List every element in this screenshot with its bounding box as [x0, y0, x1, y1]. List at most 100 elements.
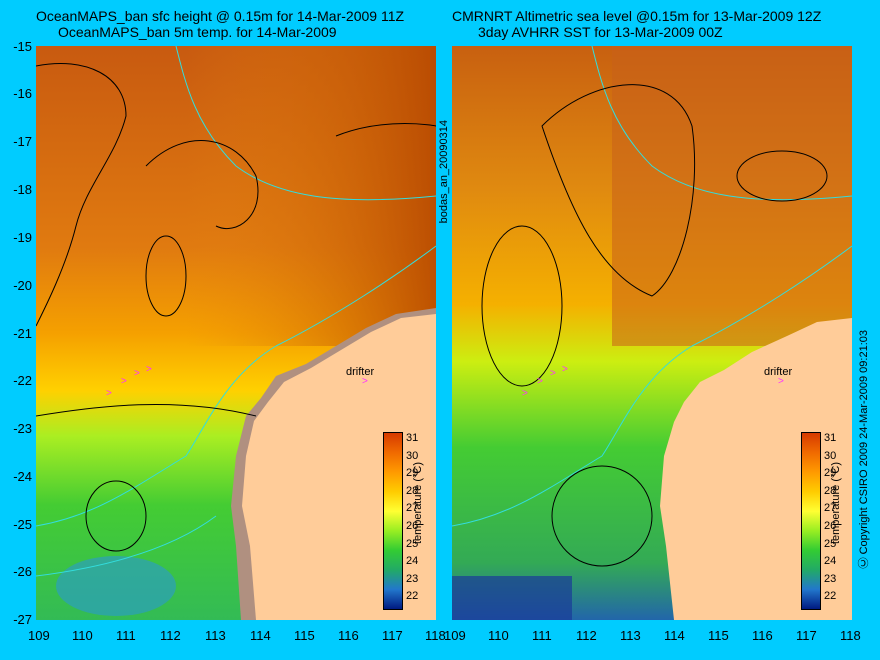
x-tick-label: 117: [796, 628, 817, 643]
y-tick-label: -15: [13, 39, 32, 54]
svg-text:>: >: [778, 376, 784, 387]
colorbar-tick: 31: [406, 432, 419, 444]
x-tick-label: 110: [488, 628, 509, 643]
x-tick-label: 111: [532, 628, 552, 643]
x-tick-label: 115: [294, 628, 315, 643]
colorbar-tick: 30: [824, 449, 837, 462]
y-tick-label: -16: [13, 86, 32, 101]
svg-text:>: >: [362, 376, 368, 387]
colorbar-tick: 24: [824, 555, 837, 568]
y-tick-label: -21: [13, 326, 32, 341]
colorbar-tick: 29: [824, 467, 837, 480]
contour-line: [145, 235, 187, 317]
isobath-line: [591, 46, 852, 201]
svg-text:>: >: [522, 388, 528, 399]
y-tick-label: -26: [13, 564, 32, 579]
contour-line: [335, 123, 436, 137]
y-tick-label: -22: [13, 373, 32, 388]
right-title-line1: CMRNRT Altimetric sea level @0.15m for 1…: [452, 8, 822, 24]
drifter-track: > > > > >: [106, 364, 368, 399]
isobath-line: [175, 46, 436, 201]
colorbar-tick: 25: [406, 537, 419, 550]
contour-line: [481, 225, 563, 387]
right-map-panel: > > > > >: [452, 46, 852, 620]
colorbar-tick: 29: [406, 467, 419, 480]
drifter-label-right: drifter: [764, 366, 793, 378]
colorbar-tick: 26: [824, 519, 837, 532]
x-tick-label: 116: [752, 628, 773, 643]
colorbar-tick: 27: [406, 502, 419, 515]
svg-text:>: >: [121, 376, 127, 387]
contour-line: [541, 84, 696, 297]
colorbar-title: temperature (°C): [412, 462, 424, 545]
contour-line: [85, 480, 147, 552]
x-tick-label: 111: [116, 628, 136, 643]
contour-line: [36, 62, 127, 327]
left-map-panel: > > > > >: [36, 46, 436, 620]
y-tick-label: -24: [13, 469, 32, 484]
contour-line: [36, 403, 257, 417]
x-tick-label: 114: [664, 628, 685, 643]
colorbar-tick: 30: [406, 449, 419, 462]
colorbar-title: temperature (°C): [830, 462, 842, 545]
svg-text:>: >: [562, 364, 568, 375]
x-tick-label: 112: [576, 628, 597, 643]
drifter-track: > > > > >: [522, 364, 784, 399]
side-label-right: Ⓒ Copyright CSIRO 2009 24-Mar-2009 09:21…: [858, 330, 870, 569]
contour-line: [145, 140, 259, 229]
cool-patch: [452, 576, 572, 620]
x-tick-label: 113: [205, 628, 226, 643]
x-tick-label: 110: [72, 628, 93, 643]
svg-text:>: >: [550, 368, 556, 379]
svg-text:>: >: [106, 388, 112, 399]
colorbar-tick: 23: [406, 572, 419, 585]
left-title-line1: OceanMAPS_ban sfc height @ 0.15m for 14-…: [36, 8, 405, 24]
x-tick-label: 109: [444, 628, 466, 643]
colorbar-tick: 28: [406, 484, 419, 497]
colorbar-tick: 27: [824, 502, 837, 515]
colorbar-ticks: 31 30 29 28 27 26 25 24 23 22: [824, 432, 836, 608]
x-tick-label: 112: [160, 628, 181, 643]
y-tick-label: -17: [13, 134, 32, 149]
x-tick-label: 109: [28, 628, 50, 643]
x-tick-label: 113: [620, 628, 641, 643]
cool-patch: [56, 556, 176, 616]
svg-text:>: >: [537, 376, 543, 387]
y-tick-label: -19: [13, 230, 32, 245]
y-tick-label: -27: [13, 612, 32, 627]
x-tick-label: 117: [382, 628, 403, 643]
colorbar-ticks: 31 30 29 28 27 26 25 24 23 22: [406, 432, 418, 608]
x-tick-label: 118: [840, 628, 861, 643]
drifter-label-left: drifter: [346, 366, 375, 378]
svg-text:>: >: [134, 368, 140, 379]
contour-line: [736, 150, 828, 202]
colorbar-tick: 26: [406, 519, 419, 532]
colorbar-tick: 31: [824, 432, 837, 444]
y-tick-label: -23: [13, 421, 32, 436]
colorbar-strip: [801, 432, 821, 610]
left-map-svg: > > > > >: [36, 46, 436, 620]
colorbar-tick: 25: [824, 537, 837, 550]
colorbar-tick: 22: [406, 590, 419, 603]
right-map-svg: > > > > >: [452, 46, 852, 620]
right-title-line2: 3day AVHRR SST for 13-Mar-2009 00Z: [478, 24, 723, 40]
x-tick-label: 114: [250, 628, 271, 643]
colorbar-tick: 28: [824, 484, 837, 497]
svg-text:>: >: [146, 364, 152, 375]
side-label-left: bodas_an_20090314: [438, 120, 450, 224]
isobath-line: [452, 245, 852, 527]
isobath-line: [36, 515, 217, 577]
colorbar-tick: 24: [406, 555, 419, 568]
x-tick-label: 115: [708, 628, 729, 643]
isobath-line: [36, 245, 436, 527]
left-title-line2: OceanMAPS_ban 5m temp. for 14-Mar-2009: [58, 24, 337, 40]
y-tick-label: -20: [13, 278, 32, 293]
y-tick-label: -18: [13, 182, 32, 197]
colorbar-tick: 23: [824, 572, 837, 585]
y-tick-label: -25: [13, 517, 32, 532]
x-tick-label: 118: [425, 628, 446, 643]
x-tick-label: 116: [338, 628, 359, 643]
contour-line: [551, 465, 653, 567]
colorbar-tick: 22: [824, 590, 837, 603]
colorbar-strip: [383, 432, 403, 610]
